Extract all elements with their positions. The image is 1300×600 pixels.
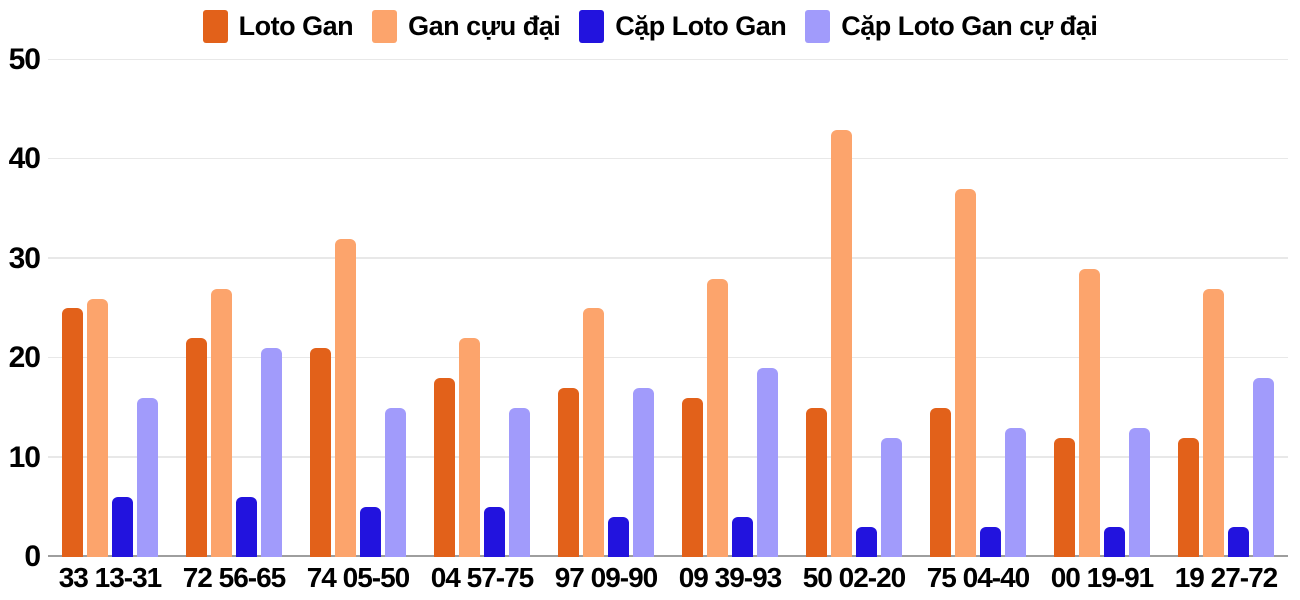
- bar-series1-group3: [459, 338, 480, 557]
- legend-label: Cặp Loto Gan cự đại: [841, 11, 1098, 41]
- y-tick-label: 50: [8, 43, 41, 76]
- x-tick-label: 04 57-75: [430, 562, 535, 593]
- y-tick-label: 10: [8, 440, 41, 474]
- bar-series2-group0: [112, 497, 133, 557]
- bar-series3-group0: [137, 398, 158, 557]
- gridline: [48, 58, 1288, 60]
- bar-series2-group3: [484, 507, 505, 557]
- y-tick-label: 40: [8, 142, 41, 176]
- legend-label: Cặp Loto Gan: [615, 11, 787, 41]
- bar-series0-group2: [310, 348, 331, 557]
- bar-series0-group9: [1178, 438, 1199, 557]
- bar-group-2: [296, 60, 420, 557]
- bar-series0-group7: [930, 408, 951, 557]
- bar-series3-group5: [757, 368, 778, 557]
- gridline: [48, 456, 1288, 458]
- legend-swatch-icon: [202, 10, 228, 43]
- x-tick-label: 72 56-65: [182, 562, 287, 593]
- bar-series2-group2: [360, 507, 381, 557]
- bar-series1-group1: [211, 289, 232, 557]
- legend-swatch-icon: [579, 10, 605, 43]
- gridline: [48, 257, 1288, 259]
- bar-group-1: [172, 60, 296, 557]
- legend-item-2: Cặp Loto Gan: [579, 10, 787, 43]
- legend-swatch-icon: [805, 10, 831, 43]
- bar-series1-group5: [707, 279, 728, 557]
- bar-series1-group9: [1203, 289, 1224, 557]
- bar-series1-group7: [955, 189, 976, 557]
- legend-swatch-icon: [372, 10, 398, 43]
- x-axis-labels: 33 13-31 72 56-65 74 05-50 04 57-75 97 09-90…: [48, 562, 1288, 594]
- bar-series1-group4: [583, 308, 604, 557]
- bar-series0-group1: [186, 338, 207, 557]
- bar-groups: [48, 60, 1288, 557]
- bar-series3-group7: [1005, 428, 1026, 557]
- bar-series1-group6: [831, 130, 852, 557]
- legend-item-1: Gan cựu đại: [372, 10, 561, 43]
- x-tick-label: 33 13-31: [58, 562, 163, 593]
- x-tick-label: 97 09-90: [554, 562, 659, 593]
- bar-group-6: [792, 60, 916, 557]
- legend-item-3: Cặp Loto Gan cự đại: [805, 10, 1098, 43]
- plot-area: [48, 58, 1288, 557]
- bar-series2-group4: [608, 517, 629, 557]
- x-tick-label: 50 02-20: [802, 562, 907, 593]
- x-tick-label: 19 27-72: [1174, 562, 1279, 593]
- bar-series0-group4: [558, 388, 579, 557]
- bar-group-7: [916, 60, 1040, 557]
- bar-series3-group8: [1129, 428, 1150, 557]
- bar-group-9: [1164, 60, 1288, 557]
- bar-series3-group3: [509, 408, 530, 557]
- bar-series3-group2: [385, 408, 406, 557]
- bar-series3-group1: [261, 348, 282, 557]
- bar-series3-group9: [1253, 378, 1274, 557]
- bar-series0-group0: [62, 308, 83, 557]
- y-axis: 0 10 20 30 40 50: [0, 0, 41, 600]
- bar-group-4: [544, 60, 668, 557]
- bar-series3-group6: [881, 438, 902, 557]
- bar-series1-group8: [1079, 269, 1100, 557]
- axis-baseline: [48, 555, 1288, 557]
- bar-series0-group5: [682, 398, 703, 557]
- x-tick-label: 75 04-40: [926, 562, 1031, 593]
- x-tick-label: 00 19-91: [1050, 562, 1155, 593]
- x-tick-label: 74 05-50: [306, 562, 411, 593]
- gridline: [48, 157, 1288, 160]
- y-tick-label: 20: [8, 341, 41, 375]
- bar-group-3: [420, 60, 544, 557]
- bar-group-8: [1040, 60, 1164, 557]
- bar-series2-group6: [856, 527, 877, 557]
- legend-label: Gan cựu đại: [408, 11, 561, 41]
- bar-series2-group8: [1104, 527, 1125, 557]
- legend-label: Loto Gan: [238, 11, 354, 41]
- y-tick-label: 0: [24, 540, 41, 573]
- gridline: [48, 356, 1288, 359]
- bar-series0-group6: [806, 408, 827, 557]
- bar-series2-group5: [732, 517, 753, 557]
- bar-series2-group7: [980, 527, 1001, 557]
- bar-group-5: [668, 60, 792, 557]
- bar-series0-group3: [434, 378, 455, 557]
- bar-series2-group1: [236, 497, 257, 557]
- bar-series2-group9: [1228, 527, 1249, 557]
- bar-series1-group2: [335, 239, 356, 557]
- x-tick-label: 09 39-93: [678, 562, 783, 593]
- legend-item-0: Loto Gan: [202, 10, 354, 43]
- bar-series3-group4: [633, 388, 654, 557]
- chart-legend: Loto Gan Gan cựu đại Cặp Loto Gan Cặp Loto …: [0, 10, 1300, 43]
- bar-series1-group0: [87, 299, 108, 557]
- bar-series0-group8: [1054, 438, 1075, 557]
- y-tick-label: 30: [8, 241, 41, 275]
- bar-group-0: [48, 60, 172, 557]
